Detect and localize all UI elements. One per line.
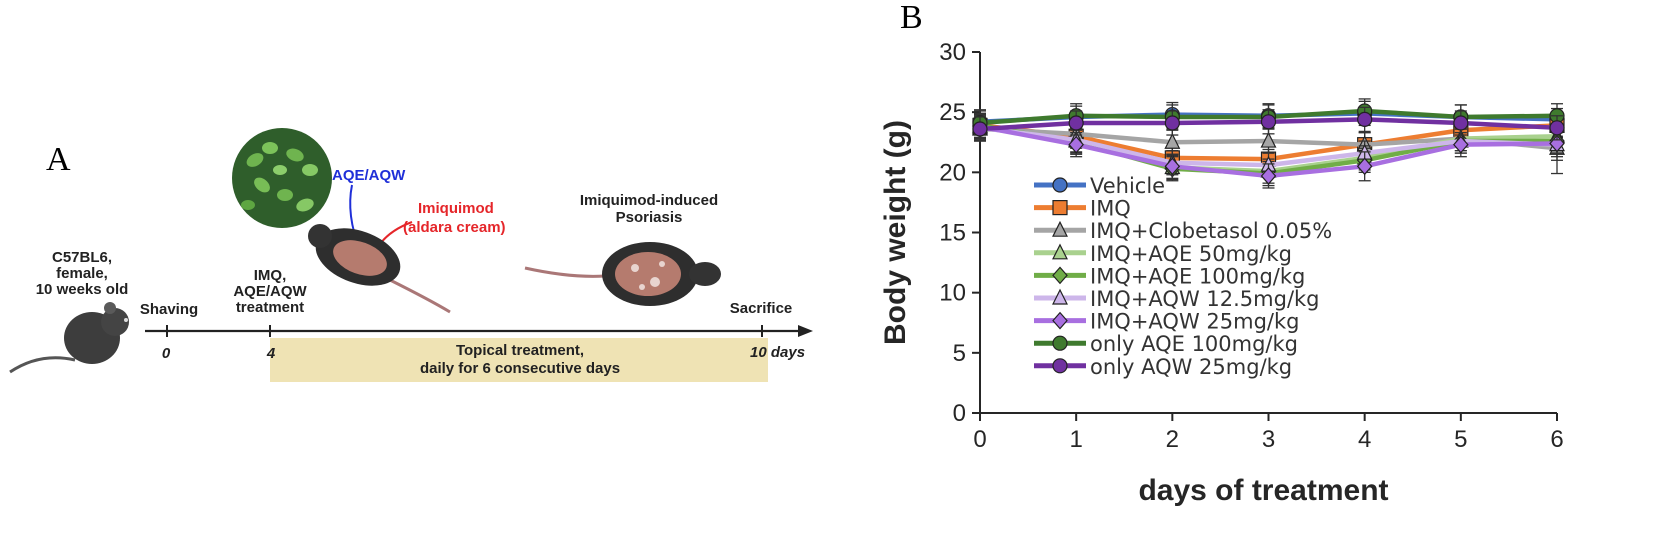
experimental-timeline-panel: A Topical treatment, daily for 6 consecu… [9,128,813,382]
legend-label: IMQ+AQE 50mg/kg [1090,242,1292,266]
x-tick-label: 1 [1069,426,1082,453]
psoriasis-mouse-icon [524,242,721,306]
panel-a-letter: A [46,141,71,178]
data-point [1260,114,1277,130]
data-point [1068,135,1084,154]
legend-swatch-marker [1052,266,1068,285]
x-axis-title: days of treatment [1138,474,1388,507]
data-point [1453,115,1469,131]
legend-swatch-marker [1052,335,1068,351]
legend-label: IMQ+AQW 12.5mg/kg [1090,287,1320,311]
psoriasis-label-line2: Psoriasis [616,209,683,226]
y-tick-label: 30 [939,39,966,66]
data-point [1260,131,1277,148]
x-tick-label: 5 [1454,426,1467,453]
imq-label-line3: treatment [236,299,304,316]
data-point [1260,167,1277,185]
psoriasis-label-line1: Imiquimod-induced [580,192,718,209]
mouse-label-line3: 10 weeks old [36,281,129,298]
legend-item: IMQ+AQW 25mg/kg [1034,310,1299,334]
legend-label: IMQ+Clobetasol 0.05% [1090,219,1332,243]
mouse-label-line2: female, [56,265,108,282]
legend-swatch-marker [1052,200,1068,216]
data-point [972,121,988,137]
data-point [1357,111,1373,127]
legend-item: IMQ+AQW 12.5mg/kg [1034,287,1320,311]
series-8 [972,106,1565,142]
y-tick-label: 0 [953,400,966,427]
legend-item: only AQW 25mg/kg [1034,355,1292,379]
legend-item: IMQ+AQE 50mg/kg [1034,242,1292,266]
legend-item: Vehicle [1034,174,1165,198]
legend-label: only AQW 25mg/kg [1090,355,1292,379]
treatment-box-line1: Topical treatment, [456,342,584,359]
y-tick-label: 20 [939,159,966,186]
plant-leaves-icon [232,128,332,228]
x-tick-label: 3 [1262,426,1275,453]
y-tick-label: 25 [939,99,966,126]
chart-axes: 0 5 10 15 20 25 30 0 1 2 3 4 5 6 [939,39,1563,453]
legend-label: IMQ+AQW 25mg/kg [1090,310,1299,334]
legend-swatch-marker [1052,311,1068,330]
chart-series [972,98,1565,189]
treated-mouse-icon [308,224,451,314]
legend-label: only AQE 100mg/kg [1090,332,1298,356]
legend-swatch-marker [1052,220,1068,237]
aqe-aqw-label: AQE/AQW [332,167,406,184]
legend-swatch-marker [1052,177,1068,193]
imq-label-line1: IMQ, [254,267,287,284]
x-tick-label: 4 [1358,426,1371,453]
data-point [1164,157,1181,176]
x-tick-label: 0 [973,426,986,453]
data-point [1453,135,1469,154]
y-tick-label: 5 [953,340,966,367]
panel-b-letter: B [900,0,923,36]
legend-item: IMQ+AQE 100mg/kg [1034,264,1305,288]
y-tick-label: 15 [939,220,966,247]
data-point [1356,157,1373,176]
legend-label: IMQ+AQE 100mg/kg [1090,264,1305,288]
legend-swatch-marker [1052,358,1068,374]
y-axis-title: Body weight (g) [879,120,912,345]
legend-item: IMQ+Clobetasol 0.05% [1034,219,1332,243]
x-tick-label: 2 [1166,426,1179,453]
imiquimod-label-line1: Imiquimod [418,200,494,217]
timeline-label-4: 4 [266,345,276,362]
imiquimod-label-line2: (aldara cream) [403,219,506,236]
treatment-period-box [270,338,768,382]
data-point [1549,120,1565,136]
timeline-arrowhead-icon [798,325,813,337]
shaving-label: Shaving [140,301,198,318]
imq-label-line2: AQE/AQW [233,283,307,300]
timeline-label-10: 10 days [750,344,805,361]
treatment-box-line2: daily for 6 consecutive days [420,360,620,377]
data-point [1164,132,1181,149]
mouse-label-line1: C57BL6, [52,249,112,266]
legend-swatch-marker [1052,243,1068,260]
data-point [1068,115,1084,131]
x-tick-label: 6 [1550,426,1563,453]
legend-label: IMQ [1090,197,1131,221]
legend-label: Vehicle [1090,174,1165,198]
sitting-mouse-icon [9,302,129,374]
legend-item: only AQE 100mg/kg [1034,332,1298,356]
legend-swatch-marker [1052,288,1068,305]
timeline-label-0: 0 [162,345,171,362]
legend-item: IMQ [1034,197,1131,221]
data-point [1164,115,1180,131]
y-tick-label: 10 [939,280,966,307]
sacrifice-label: Sacrifice [730,300,793,317]
